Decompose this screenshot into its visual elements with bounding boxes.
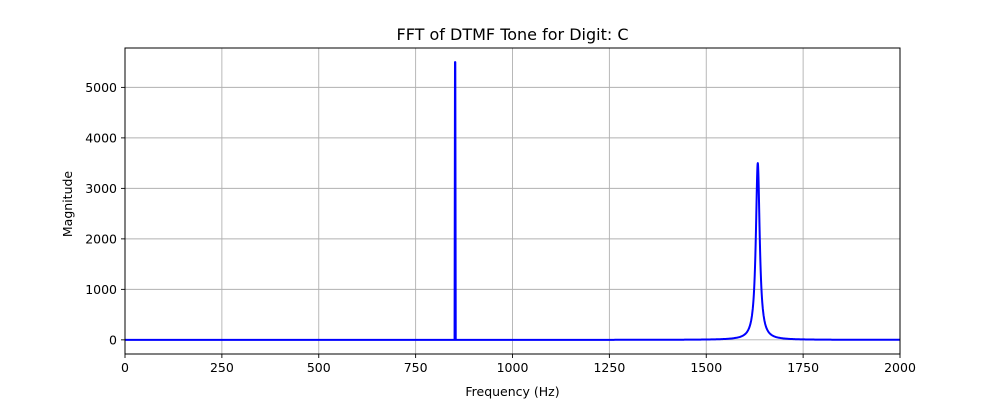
x-tick-label: 250 (210, 360, 234, 375)
y-tick-label: 3000 (85, 181, 117, 196)
grid (124, 48, 901, 354)
y-axis-label: Magnitude (60, 171, 75, 238)
y-tick-label: 5000 (85, 80, 117, 95)
ticks: 0 250 500 750 1000 1250 1500 1750 2000 0 1000 2000 3… (85, 80, 916, 375)
x-tick-label: 1000 (497, 360, 529, 375)
x-tick-label: 1750 (787, 360, 819, 375)
x-tick-label: 750 (404, 360, 428, 375)
series-layer (124, 61, 901, 341)
x-tick-label: 1500 (690, 360, 722, 375)
x-tick-label: 0 (121, 360, 129, 375)
chart-title: FFT of DTMF Tone for Digit: C (397, 25, 629, 44)
y-tick-label: 2000 (85, 231, 117, 246)
x-tick-label: 500 (307, 360, 331, 375)
x-axis-label: Frequency (Hz) (465, 384, 559, 399)
magnitude-series-line (124, 61, 901, 341)
y-tick-label: 0 (109, 332, 117, 347)
x-tick-label: 1250 (593, 360, 625, 375)
x-tick-label: 2000 (884, 360, 916, 375)
y-tick-label: 4000 (85, 130, 117, 145)
y-tick-label: 1000 (85, 282, 117, 297)
